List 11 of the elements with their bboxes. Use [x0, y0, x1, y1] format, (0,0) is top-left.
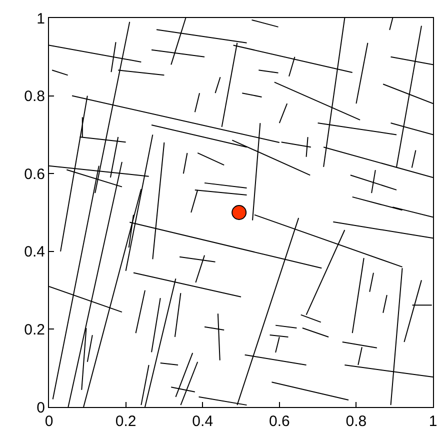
x-tick-label: 0.8 — [346, 413, 367, 430]
y-tick-label: 0.2 — [24, 321, 45, 338]
y-tick-label: 0.8 — [24, 88, 45, 106]
y-tick-label: 1 — [36, 10, 45, 28]
y-tick-label: 0 — [36, 399, 45, 416]
y-tick-label: 0.6 — [24, 166, 45, 183]
x-tick-label: 0.2 — [115, 413, 136, 430]
x-tick-label: 1 — [428, 413, 438, 430]
y-tick-label: 0.4 — [24, 244, 45, 261]
x-tick-label: 0.6 — [268, 413, 290, 430]
x-tick-label: 0.4 — [192, 413, 214, 430]
